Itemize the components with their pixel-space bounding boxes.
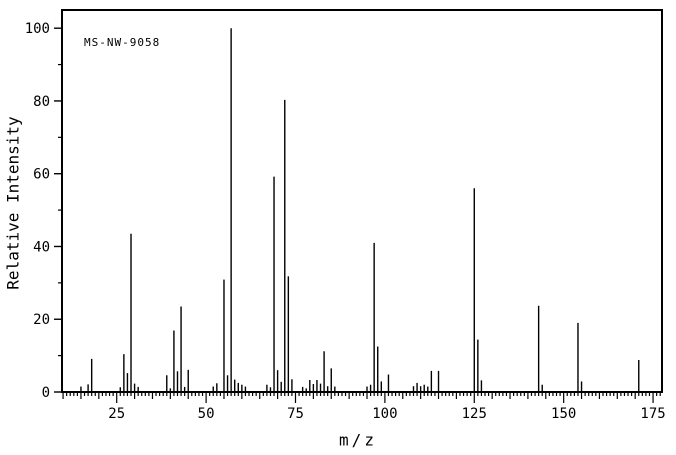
spectrum-id-label: MS-NW-9058 — [84, 36, 161, 49]
x-tick-label: 175 — [640, 406, 665, 422]
x-tick-label: 50 — [198, 406, 215, 422]
x-tick-label: 25 — [108, 406, 125, 422]
y-tick-label: 100 — [25, 21, 50, 37]
y-tick-label: 40 — [33, 239, 50, 255]
x-tick-label: 150 — [551, 406, 576, 422]
plot-border — [61, 9, 663, 393]
x-tick-label: 125 — [462, 406, 487, 422]
x-axis-title: m/z — [339, 430, 377, 450]
x-tick-label: 75 — [287, 406, 304, 422]
x-tick-label: 100 — [372, 406, 397, 422]
y-axis-title: Relative Intensity — [3, 116, 23, 290]
y-tick-label: 20 — [33, 312, 50, 328]
y-tick-label: 60 — [33, 167, 50, 183]
y-tick-label: 0 — [42, 385, 50, 401]
y-tick-label: 80 — [33, 94, 50, 110]
